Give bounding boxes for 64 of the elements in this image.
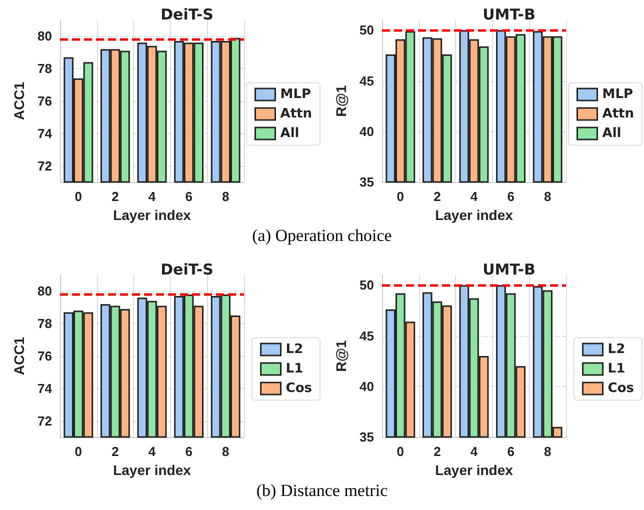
y-tick-label: 76 <box>38 348 52 364</box>
chart-title: DeiT-S <box>160 260 214 278</box>
legend-label: Attn <box>280 106 312 122</box>
x-tick-label: 4 <box>148 444 156 459</box>
x-tick-label: 6 <box>185 444 192 459</box>
y-axis-title: R@1 <box>333 340 349 372</box>
legend-label: L2 <box>286 342 304 357</box>
x-tick-label: 0 <box>396 444 404 459</box>
y-tick-label: 72 <box>38 158 52 174</box>
y-tick-label: 50 <box>360 278 374 293</box>
x-tick-label: 6 <box>507 444 514 459</box>
y-tick-label: 72 <box>38 413 52 428</box>
x-tick-label: 4 <box>470 189 478 204</box>
legend-label: MLP <box>602 87 634 102</box>
x-tick-label: 2 <box>112 189 119 204</box>
y-tick-label: 74 <box>38 380 53 396</box>
x-axis-title: Layer index <box>435 206 514 223</box>
legend-label: L1 <box>608 362 626 376</box>
y-tick-label: 76 <box>38 94 52 108</box>
x-tick-label: 2 <box>112 444 119 459</box>
x-tick-label: 2 <box>434 189 441 204</box>
y-tick-label: 50 <box>360 22 374 38</box>
x-tick-label: 8 <box>544 189 552 204</box>
legend-label: Attn <box>602 106 634 122</box>
x-axis-title: Layer index <box>435 462 514 478</box>
legend-label: MLP <box>280 87 312 102</box>
chart-title: DeiT-S <box>160 6 214 24</box>
y-tick-label: 80 <box>38 28 52 44</box>
x-tick-label: 4 <box>148 189 156 204</box>
x-axis-title: Layer index <box>113 462 192 478</box>
legend-label: Cos <box>608 381 634 396</box>
x-tick-label: 6 <box>507 189 514 204</box>
y-tick-label: 78 <box>38 316 52 332</box>
legend-label: All <box>280 126 300 141</box>
y-axis-title: R@1 <box>333 85 349 117</box>
y-tick-label: 80 <box>38 284 52 299</box>
y-tick-label: 45 <box>360 328 374 344</box>
x-tick-label: 8 <box>222 444 230 459</box>
x-tick-label: 4 <box>470 444 478 459</box>
y-tick-label: 45 <box>360 73 374 88</box>
y-axis-title: ACC1 <box>11 336 27 376</box>
legend-label: L2 <box>608 342 626 357</box>
y-tick-label: 40 <box>360 378 374 394</box>
y-tick-label: 35 <box>360 430 374 444</box>
x-tick-label: 0 <box>74 189 82 204</box>
x-tick-label: 8 <box>544 444 552 459</box>
x-tick-label: 6 <box>185 189 192 204</box>
y-tick-label: 74 <box>38 126 53 141</box>
y-axis-title: ACC1 <box>11 82 27 120</box>
x-tick-label: 8 <box>222 189 230 204</box>
legend-label: L1 <box>286 362 304 376</box>
text: (b) Distance metric <box>255 481 389 501</box>
legend-label: All <box>602 126 622 141</box>
y-tick-label: 78 <box>38 61 52 76</box>
chart-title: UMT-B <box>482 6 536 24</box>
x-tick-label: 0 <box>396 189 404 204</box>
x-tick-label: 2 <box>434 444 441 459</box>
x-axis-title: Layer index <box>113 206 192 223</box>
y-tick-label: 40 <box>360 124 374 139</box>
text: (a) Operation choice <box>251 226 393 246</box>
y-tick-label: 35 <box>360 174 374 190</box>
legend-label: Cos <box>286 381 312 396</box>
x-tick-label: 0 <box>74 444 82 459</box>
chart-title: UMT-B <box>482 260 536 278</box>
